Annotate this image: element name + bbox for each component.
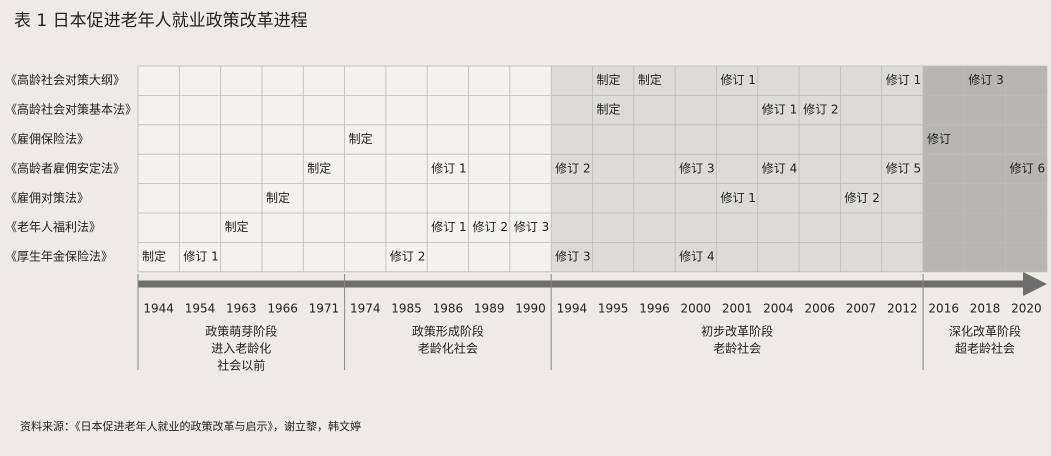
year-label: 1995: [598, 302, 629, 316]
year-label: 1966: [267, 302, 298, 316]
cell-text: 修订 4: [679, 249, 714, 264]
phase-bg: [138, 66, 345, 272]
row-label: 《高龄者雇佣安定法》: [5, 160, 125, 175]
phase-label: 老龄社会: [713, 341, 761, 356]
cell-text: 修订 5: [886, 160, 921, 175]
phase-label: 进入老龄化: [211, 342, 271, 356]
year-label: 2016: [928, 302, 959, 316]
row-label: 《厚生年金保险法》: [5, 249, 113, 264]
row-label: 《高龄社会对策大纲》: [5, 72, 125, 87]
phase-label: 初步改革阶段: [701, 324, 773, 339]
cell-text: 修订 2: [390, 249, 425, 264]
year-label: 1989: [474, 302, 505, 316]
row-label: 《雇佣对策法》: [5, 190, 89, 205]
source: 资料来源：《日本促进老年人就业的政策改革与启示》，谢立黎，韩文婷: [20, 419, 361, 433]
phase-label: 超老龄社会: [955, 341, 1015, 356]
cell-text: 制定: [307, 160, 331, 175]
cell-text: 修订 2: [803, 102, 838, 117]
year-label: 1994: [557, 302, 588, 316]
year-label: 1985: [391, 302, 422, 316]
cell-text: 修订 1: [762, 102, 797, 117]
year-label: 2000: [681, 302, 712, 316]
row-label: 《老年人福利法》: [5, 219, 101, 234]
row-label: 《雇佣保险法》: [5, 131, 89, 146]
year-label: 2006: [804, 302, 835, 316]
year-label: 2012: [887, 302, 918, 316]
cell-text: 修订 1: [886, 72, 921, 87]
year-label: 2004: [763, 302, 794, 316]
phase-bg: [923, 66, 1047, 272]
cell-text: 修订 1: [720, 190, 755, 205]
cell-text: 修订 1: [720, 72, 755, 87]
phase-bg: [551, 66, 924, 272]
phase-label: 政策萌芽阶段: [205, 324, 277, 339]
year-label: 1944: [143, 302, 174, 316]
year-label: 1986: [433, 302, 464, 316]
cell-text: 修订 2: [844, 190, 879, 205]
phase-label: 社会以前: [217, 358, 265, 373]
cell-text: 修订 3: [555, 249, 590, 264]
arrow-head: [1023, 272, 1047, 296]
cell-text: 修订 2: [473, 219, 508, 234]
cell-text: 修订 1: [431, 219, 466, 234]
cell-text: 制定: [225, 219, 249, 234]
year-label: 1971: [309, 302, 340, 316]
cell-text: 修订 1: [183, 249, 218, 264]
year-label: 1990: [515, 302, 546, 316]
cell-text: 修订 3: [679, 160, 714, 175]
year-label: 2007: [846, 302, 877, 316]
cell-text: 修订 6: [1010, 160, 1045, 175]
row-label: 《高龄社会对策基本法》: [5, 102, 137, 117]
phase-bg: [344, 66, 552, 272]
phase-label: 深化改革阶段: [949, 324, 1021, 339]
year-label: 2018: [970, 302, 1001, 316]
cell-text: 制定: [597, 102, 621, 117]
phase-label: 政策形成阶段: [412, 324, 484, 339]
year-label: 1974: [350, 302, 381, 316]
year-label: 1954: [185, 302, 216, 316]
year-label: 2001: [722, 302, 753, 316]
cell-text: 修订 3: [514, 219, 549, 234]
title: 表 1 日本促进老年人就业政策改革进程: [14, 11, 308, 31]
cell-text: 制定: [638, 72, 662, 87]
year-label: 2020: [1011, 302, 1042, 316]
year-label: 1996: [639, 302, 670, 316]
cell-text: 制定: [142, 249, 166, 264]
cell-text: 修订 2: [555, 160, 590, 175]
cell-text: 修订 1: [431, 160, 466, 175]
cell-text: 制定: [349, 131, 373, 146]
year-label: 1963: [226, 302, 257, 316]
cell-text: 制定: [597, 72, 621, 87]
phase-label: 老龄化社会: [418, 341, 478, 356]
cell-text: 修订 4: [762, 160, 797, 175]
cell-text: 制定: [266, 190, 290, 205]
cell-text: 修订: [927, 131, 951, 146]
cell-text: 修订 3: [968, 72, 1003, 87]
